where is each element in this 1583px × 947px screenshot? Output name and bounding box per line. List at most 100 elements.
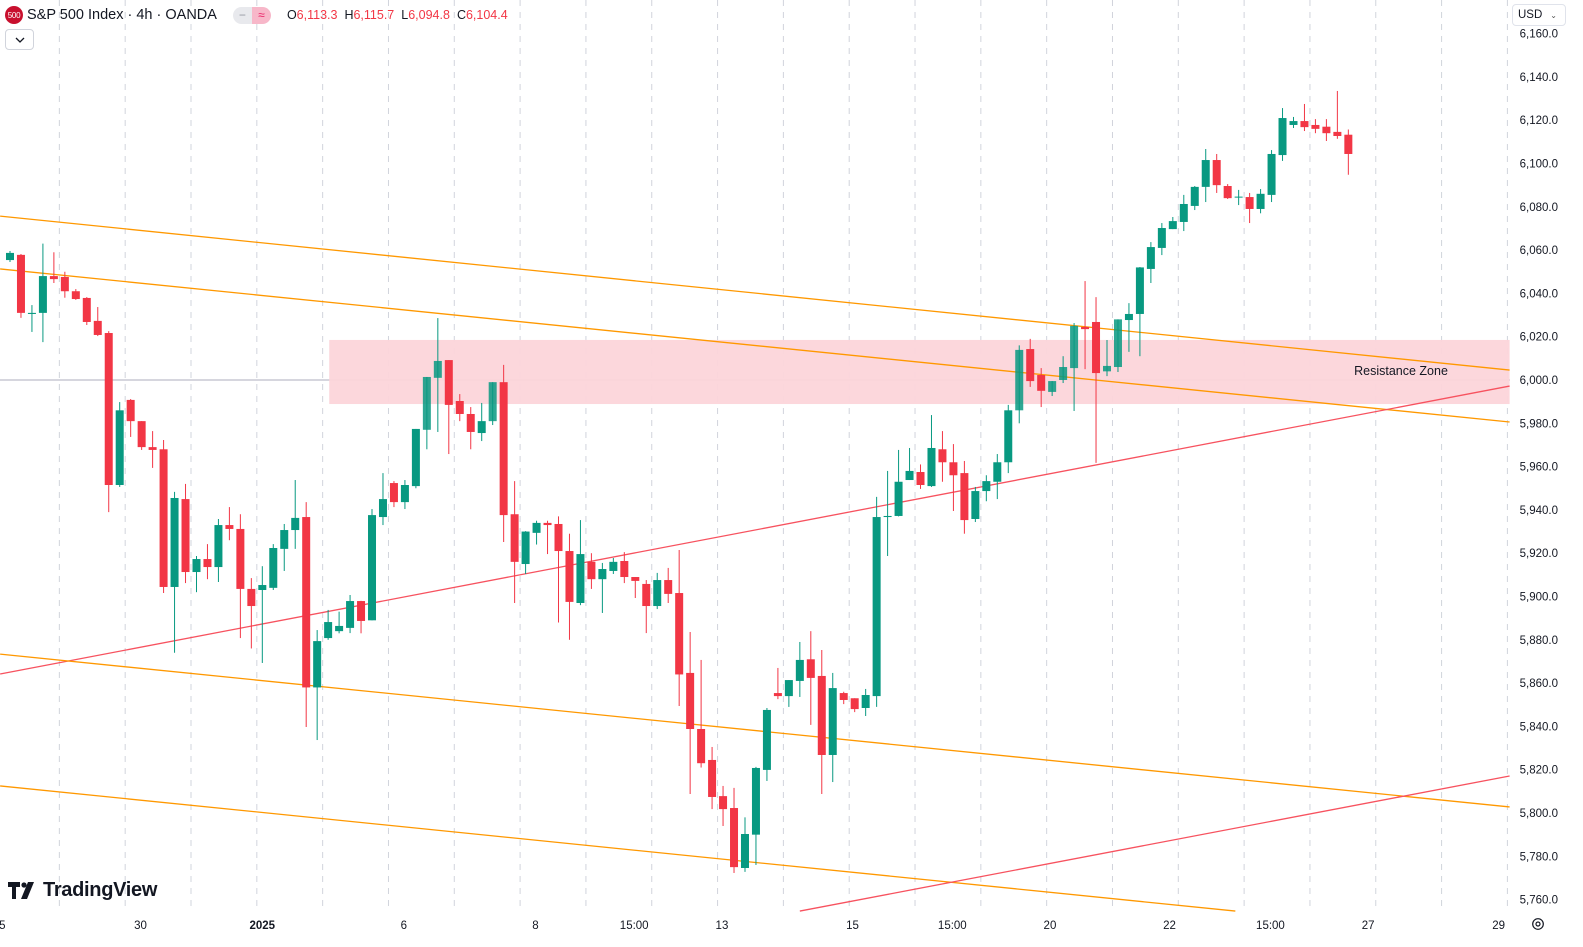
- channel-bottom-line[interactable]: [0, 785, 1236, 912]
- price-tick-label: 6,120.0: [1520, 115, 1558, 127]
- candle-body-up: [1135, 267, 1144, 314]
- symbol-title[interactable]: S&P 500 Index · 4h · OANDA: [27, 7, 217, 23]
- candle-body-up: [905, 470, 914, 481]
- candle: [609, 557, 618, 574]
- candle-body-up: [598, 569, 607, 580]
- candle: [477, 402, 486, 442]
- candle: [598, 562, 607, 613]
- ohlc-label: O: [286, 8, 297, 22]
- candle: [631, 577, 640, 599]
- candle-body-down: [543, 522, 552, 526]
- candle-body-up: [400, 485, 409, 503]
- candle-body-down: [71, 291, 80, 300]
- candle-body-up: [1048, 381, 1057, 392]
- price-tick-label: 5,880.0: [1520, 635, 1558, 647]
- candle-body-down: [675, 593, 684, 675]
- candle-body-down: [839, 693, 848, 700]
- price-axis[interactable]: 6,160.0 6,140.0 6,120.0 6,100.0 6,080.0 6,060…: [1510, 0, 1583, 947]
- candle: [422, 376, 431, 450]
- channel-upper-line[interactable]: [0, 215, 1510, 371]
- candle: [368, 509, 377, 621]
- currency-selector[interactable]: USD ⌄: [1512, 4, 1566, 26]
- candle: [730, 787, 739, 873]
- price-tick-label: 5,920.0: [1520, 548, 1558, 560]
- candle: [49, 252, 58, 284]
- candle-body-down: [1037, 375, 1046, 391]
- approx-icon[interactable]: ≈: [251, 6, 271, 24]
- candle: [1037, 368, 1046, 408]
- minus-icon[interactable]: −: [232, 6, 252, 24]
- candle-body-up: [1278, 118, 1287, 156]
- candle: [1300, 103, 1309, 132]
- time-tick-label: 20: [1044, 920, 1057, 932]
- candle: [993, 454, 1002, 500]
- candle-body-down: [104, 333, 113, 486]
- candle-body-up: [324, 622, 333, 639]
- candle-body-down: [203, 559, 212, 568]
- candle: [1059, 356, 1068, 384]
- time-tick-label: 22: [1163, 920, 1176, 932]
- candle-body-up: [927, 447, 936, 487]
- candle: [27, 305, 36, 332]
- candle-body-up: [1124, 313, 1133, 321]
- chevron-down-icon: [15, 37, 24, 43]
- candle: [697, 659, 706, 768]
- candle: [159, 439, 168, 594]
- candle: [664, 567, 673, 603]
- candle-body-down: [16, 254, 25, 313]
- candle-body-up: [740, 834, 749, 868]
- candle-body-up: [1070, 325, 1079, 369]
- candle: [1026, 338, 1035, 387]
- candle: [806, 631, 815, 725]
- time-tick-label: 2025: [250, 920, 276, 932]
- ohlc-value: 6,094.8: [408, 8, 450, 22]
- lower-support-trendline[interactable]: [799, 775, 1510, 912]
- ohlc-value: 6,115.7: [353, 8, 395, 22]
- candle-body-up: [27, 312, 36, 314]
- candle-body-down: [389, 483, 398, 503]
- candle-body-down: [225, 525, 234, 529]
- candle: [905, 447, 914, 481]
- candle-body-up: [335, 625, 344, 632]
- candle: [269, 544, 278, 591]
- price-axis-background: [1510, 0, 1583, 947]
- price-tick-label: 5,960.0: [1520, 462, 1558, 474]
- candle: [82, 297, 91, 326]
- candle: [16, 253, 25, 318]
- candle: [1135, 266, 1144, 357]
- candle: [1092, 297, 1101, 463]
- time-axis[interactable]: 5 30 2025 6 8 15:00 13 15 15:00 20 22 15:00 27 29: [0, 912, 1510, 947]
- settings-icon[interactable]: [1531, 917, 1545, 931]
- candle: [751, 766, 760, 865]
- price-tick-label: 6,080.0: [1520, 202, 1558, 214]
- time-tick-label: 15:00: [938, 920, 967, 932]
- candle: [433, 318, 442, 432]
- candle: [620, 552, 629, 584]
- channel-mid-line[interactable]: [0, 268, 1510, 423]
- candle: [93, 307, 102, 337]
- indicator-toggle[interactable]: − ≈: [232, 6, 271, 24]
- candle-body-up: [422, 376, 431, 430]
- support-trendline[interactable]: [0, 385, 1510, 675]
- candle-body-up: [971, 491, 980, 519]
- candle: [170, 491, 179, 653]
- candle: [708, 746, 717, 810]
- candle-body-up: [346, 601, 355, 628]
- candle: [1103, 339, 1111, 377]
- candle-body-up: [762, 709, 771, 770]
- time-tick-label: 30: [134, 920, 147, 932]
- candle: [740, 817, 749, 872]
- time-tick-label: 15: [846, 920, 859, 932]
- collapse-legend-button[interactable]: [5, 29, 34, 50]
- tradingview-logo[interactable]: TradingView: [8, 879, 157, 902]
- candle: [971, 486, 980, 523]
- candle: [148, 431, 157, 468]
- candle-body-down: [126, 399, 135, 422]
- price-tick-label: 5,780.0: [1520, 851, 1558, 863]
- candle-body-down: [806, 659, 815, 678]
- channel-lower-line[interactable]: [0, 653, 1510, 808]
- candle: [828, 672, 837, 783]
- candle: [455, 394, 464, 422]
- candle: [346, 594, 355, 634]
